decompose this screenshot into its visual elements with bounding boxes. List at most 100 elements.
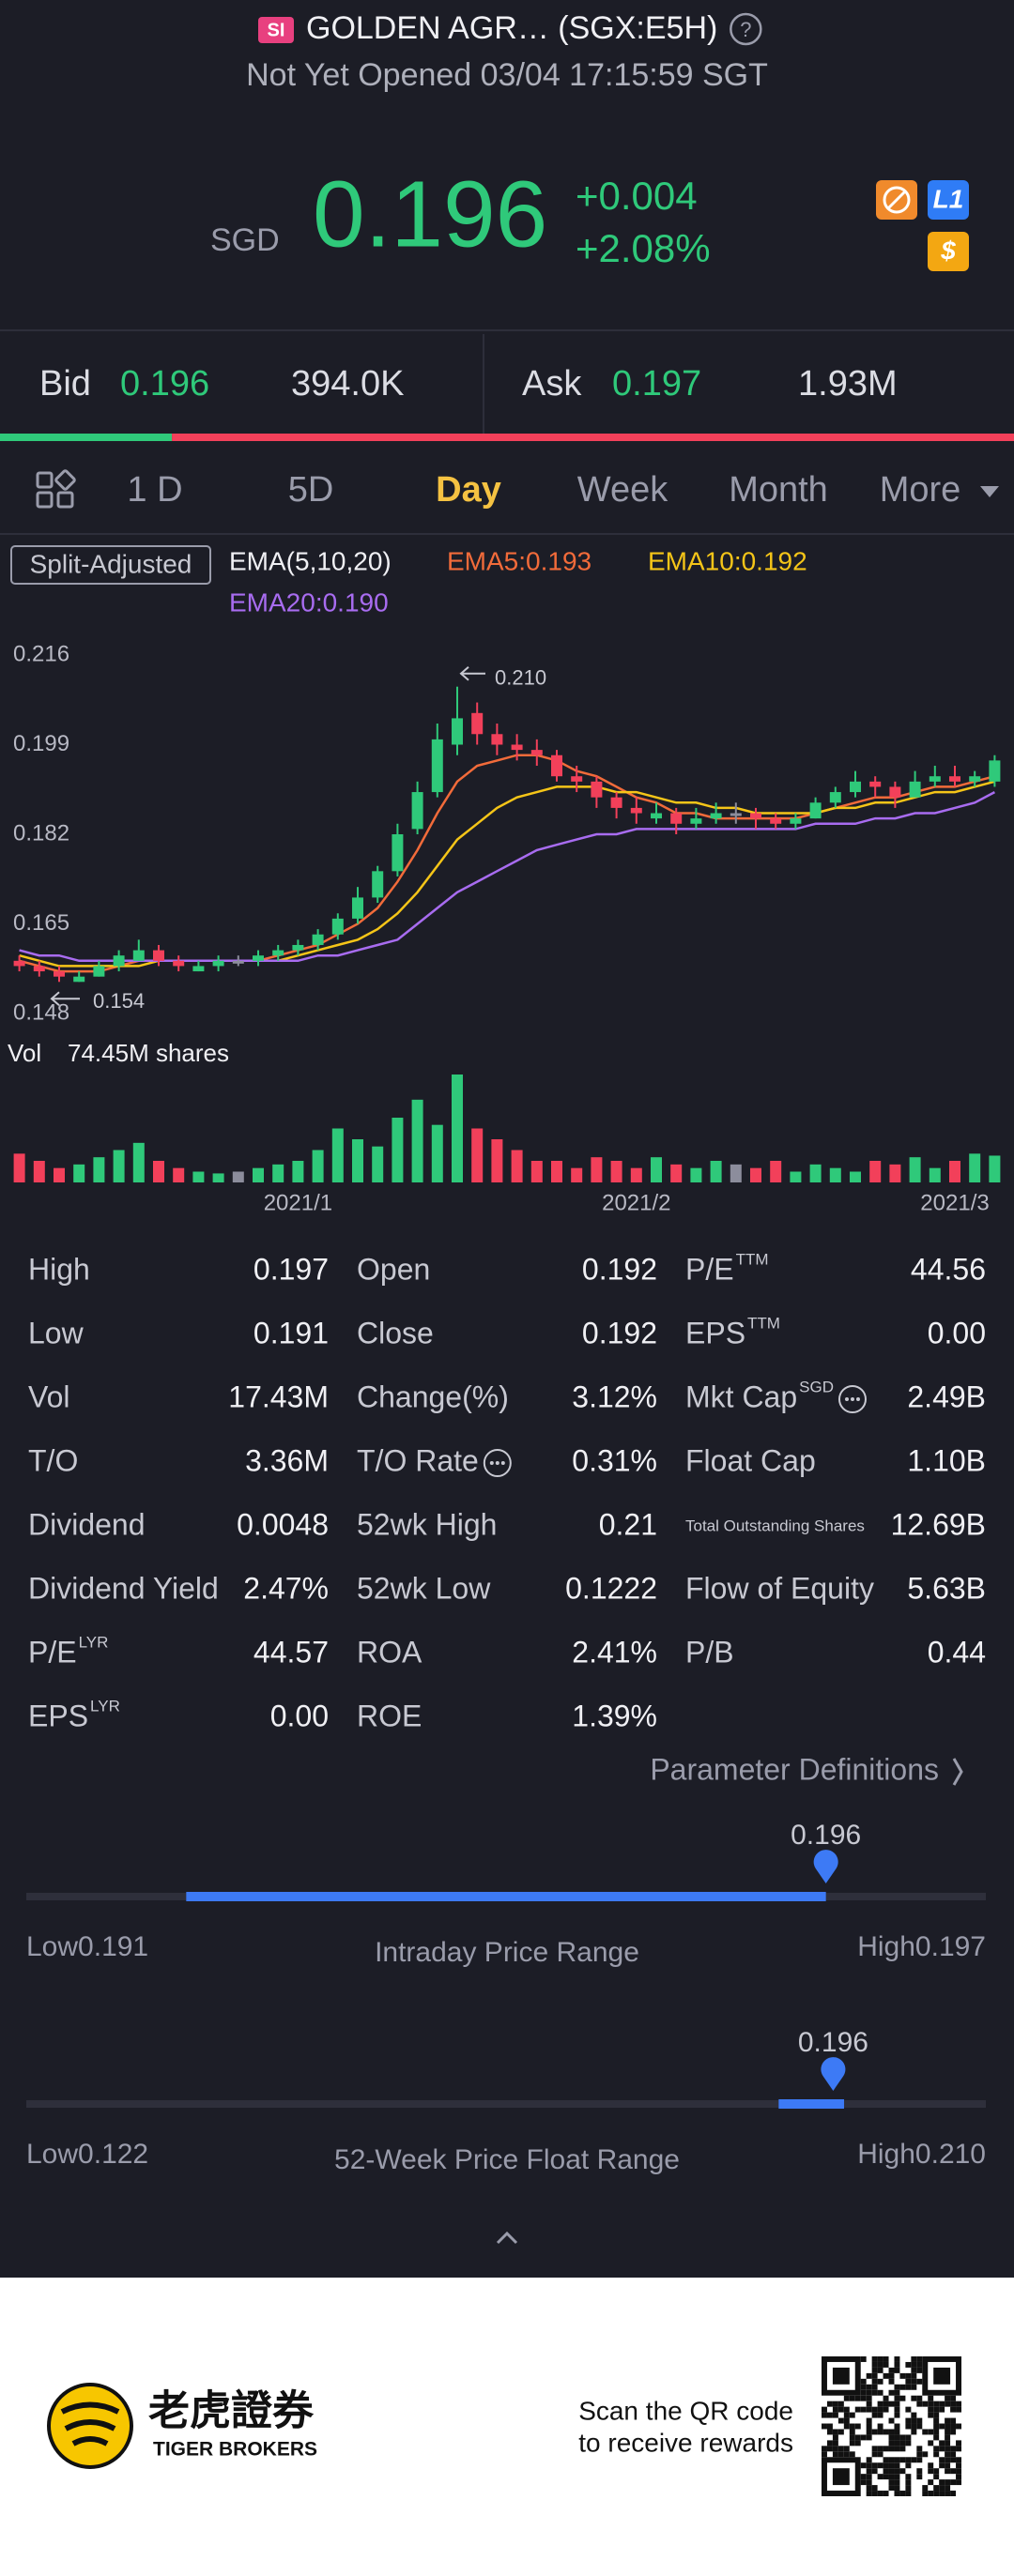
qr-module — [860, 2406, 867, 2413]
compass-badge[interactable] — [876, 180, 917, 220]
volume-bar — [511, 1150, 523, 1182]
info-ring — [483, 1449, 512, 1477]
period-tab[interactable]: 5D — [288, 470, 334, 510]
candle-body — [591, 781, 603, 798]
stat-value: 0.192 — [582, 1316, 657, 1349]
qr-module — [866, 2462, 872, 2469]
qr-module — [854, 2406, 861, 2413]
qr-module — [822, 2451, 827, 2458]
qr-module — [866, 2479, 872, 2486]
qr-module — [871, 2451, 878, 2458]
qr-module — [956, 2474, 961, 2480]
period-tab[interactable]: Day — [436, 470, 501, 510]
qr-module — [894, 2401, 900, 2407]
candle-body — [690, 818, 702, 824]
qr-module — [871, 2485, 878, 2492]
qr-module — [905, 2462, 912, 2469]
parameter-link[interactable]: Parameter Definitions — [650, 1752, 939, 1786]
current-label: 0.196 — [791, 1820, 861, 1851]
qr-module — [911, 2417, 917, 2424]
stat-value: 3.36M — [245, 1443, 329, 1477]
qr-module — [883, 2491, 889, 2496]
qr-module — [888, 2429, 895, 2435]
qr-module — [866, 2406, 872, 2413]
candle-body — [949, 776, 960, 782]
candle-body — [610, 797, 622, 808]
qr-module — [877, 2378, 883, 2385]
layout-icon[interactable] — [36, 469, 76, 509]
volume-value: 74.45M shares — [68, 1039, 229, 1067]
chevron-right[interactable] — [952, 1758, 963, 1786]
period-tab[interactable]: Week — [577, 470, 668, 510]
qr-module — [899, 2457, 906, 2463]
qr-module — [933, 2417, 940, 2424]
qr-module — [899, 2468, 906, 2475]
qr-module — [928, 2395, 934, 2401]
qr-module — [899, 2446, 906, 2452]
qr-module — [905, 2434, 912, 2441]
period-tab[interactable]: More — [880, 470, 961, 510]
qr-module — [933, 2446, 940, 2452]
stat-label-sup: TTM — [747, 1314, 780, 1332]
qr-module — [933, 2474, 940, 2480]
qr-module — [950, 2451, 957, 2458]
stat-label: EPS — [685, 1316, 745, 1349]
volume-bar — [989, 1155, 1001, 1182]
qr-module — [939, 2423, 945, 2430]
info-icon[interactable] — [483, 1449, 512, 1477]
qr-module — [928, 2440, 934, 2446]
qr-module — [928, 2462, 934, 2469]
quote-badge[interactable]: $ — [940, 236, 956, 265]
qr-module — [837, 2417, 844, 2424]
qr-module — [956, 2479, 961, 2486]
qr-module — [950, 2417, 957, 2424]
range-title: Intraday Price Range — [375, 1937, 639, 1968]
volume-bar — [292, 1161, 304, 1182]
qr-module — [877, 2367, 883, 2373]
y-tick-label: 0.199 — [13, 731, 69, 756]
qr-module — [883, 2474, 889, 2480]
qr-module — [837, 2451, 844, 2458]
qr-module — [822, 2446, 827, 2452]
volume-bar — [829, 1167, 841, 1182]
dropdown-arrow[interactable] — [980, 486, 999, 497]
icon-part — [56, 491, 74, 509]
badge-icon — [883, 186, 911, 214]
qr-module — [883, 2406, 889, 2413]
qr-module — [905, 2384, 912, 2390]
period-tab[interactable]: 1 D — [127, 470, 182, 510]
help-icon[interactable] — [730, 12, 762, 46]
qr-module — [916, 2474, 923, 2480]
qr-module — [866, 2485, 872, 2492]
qr-module — [956, 2423, 961, 2430]
market-status: Not Yet Opened 03/04 17:15:59 SGT — [246, 57, 768, 93]
qr-module — [871, 2491, 878, 2496]
volume-bar — [153, 1161, 164, 1182]
info-icon[interactable] — [837, 1385, 867, 1413]
period-tab[interactable]: Month — [729, 470, 828, 510]
qr-module — [894, 2485, 900, 2492]
volume-bar — [411, 1099, 423, 1182]
stat-value: 0.00 — [270, 1699, 329, 1732]
adjust-box[interactable] — [10, 545, 211, 585]
stat-value: 17.43M — [228, 1379, 329, 1413]
qr-module — [866, 2384, 872, 2390]
collapse-chevron[interactable] — [496, 2231, 518, 2245]
qr-module — [911, 2356, 917, 2362]
qr-module — [866, 2457, 872, 2463]
candle-body — [113, 955, 125, 967]
candle-body — [352, 897, 363, 919]
quote-badge[interactable]: L1 — [933, 184, 964, 213]
high-label: High — [857, 1931, 915, 1962]
qr-module — [883, 2462, 889, 2469]
qr-module — [922, 2429, 929, 2435]
qr-module — [822, 2423, 827, 2430]
qr-module — [894, 2389, 900, 2396]
qr-module — [916, 2423, 923, 2430]
qr-module — [933, 2451, 940, 2458]
candle-body — [54, 971, 65, 977]
qr-code — [821, 2355, 962, 2497]
info-dot — [489, 1461, 494, 1465]
stat-label: Dividend Yield — [28, 1571, 219, 1605]
